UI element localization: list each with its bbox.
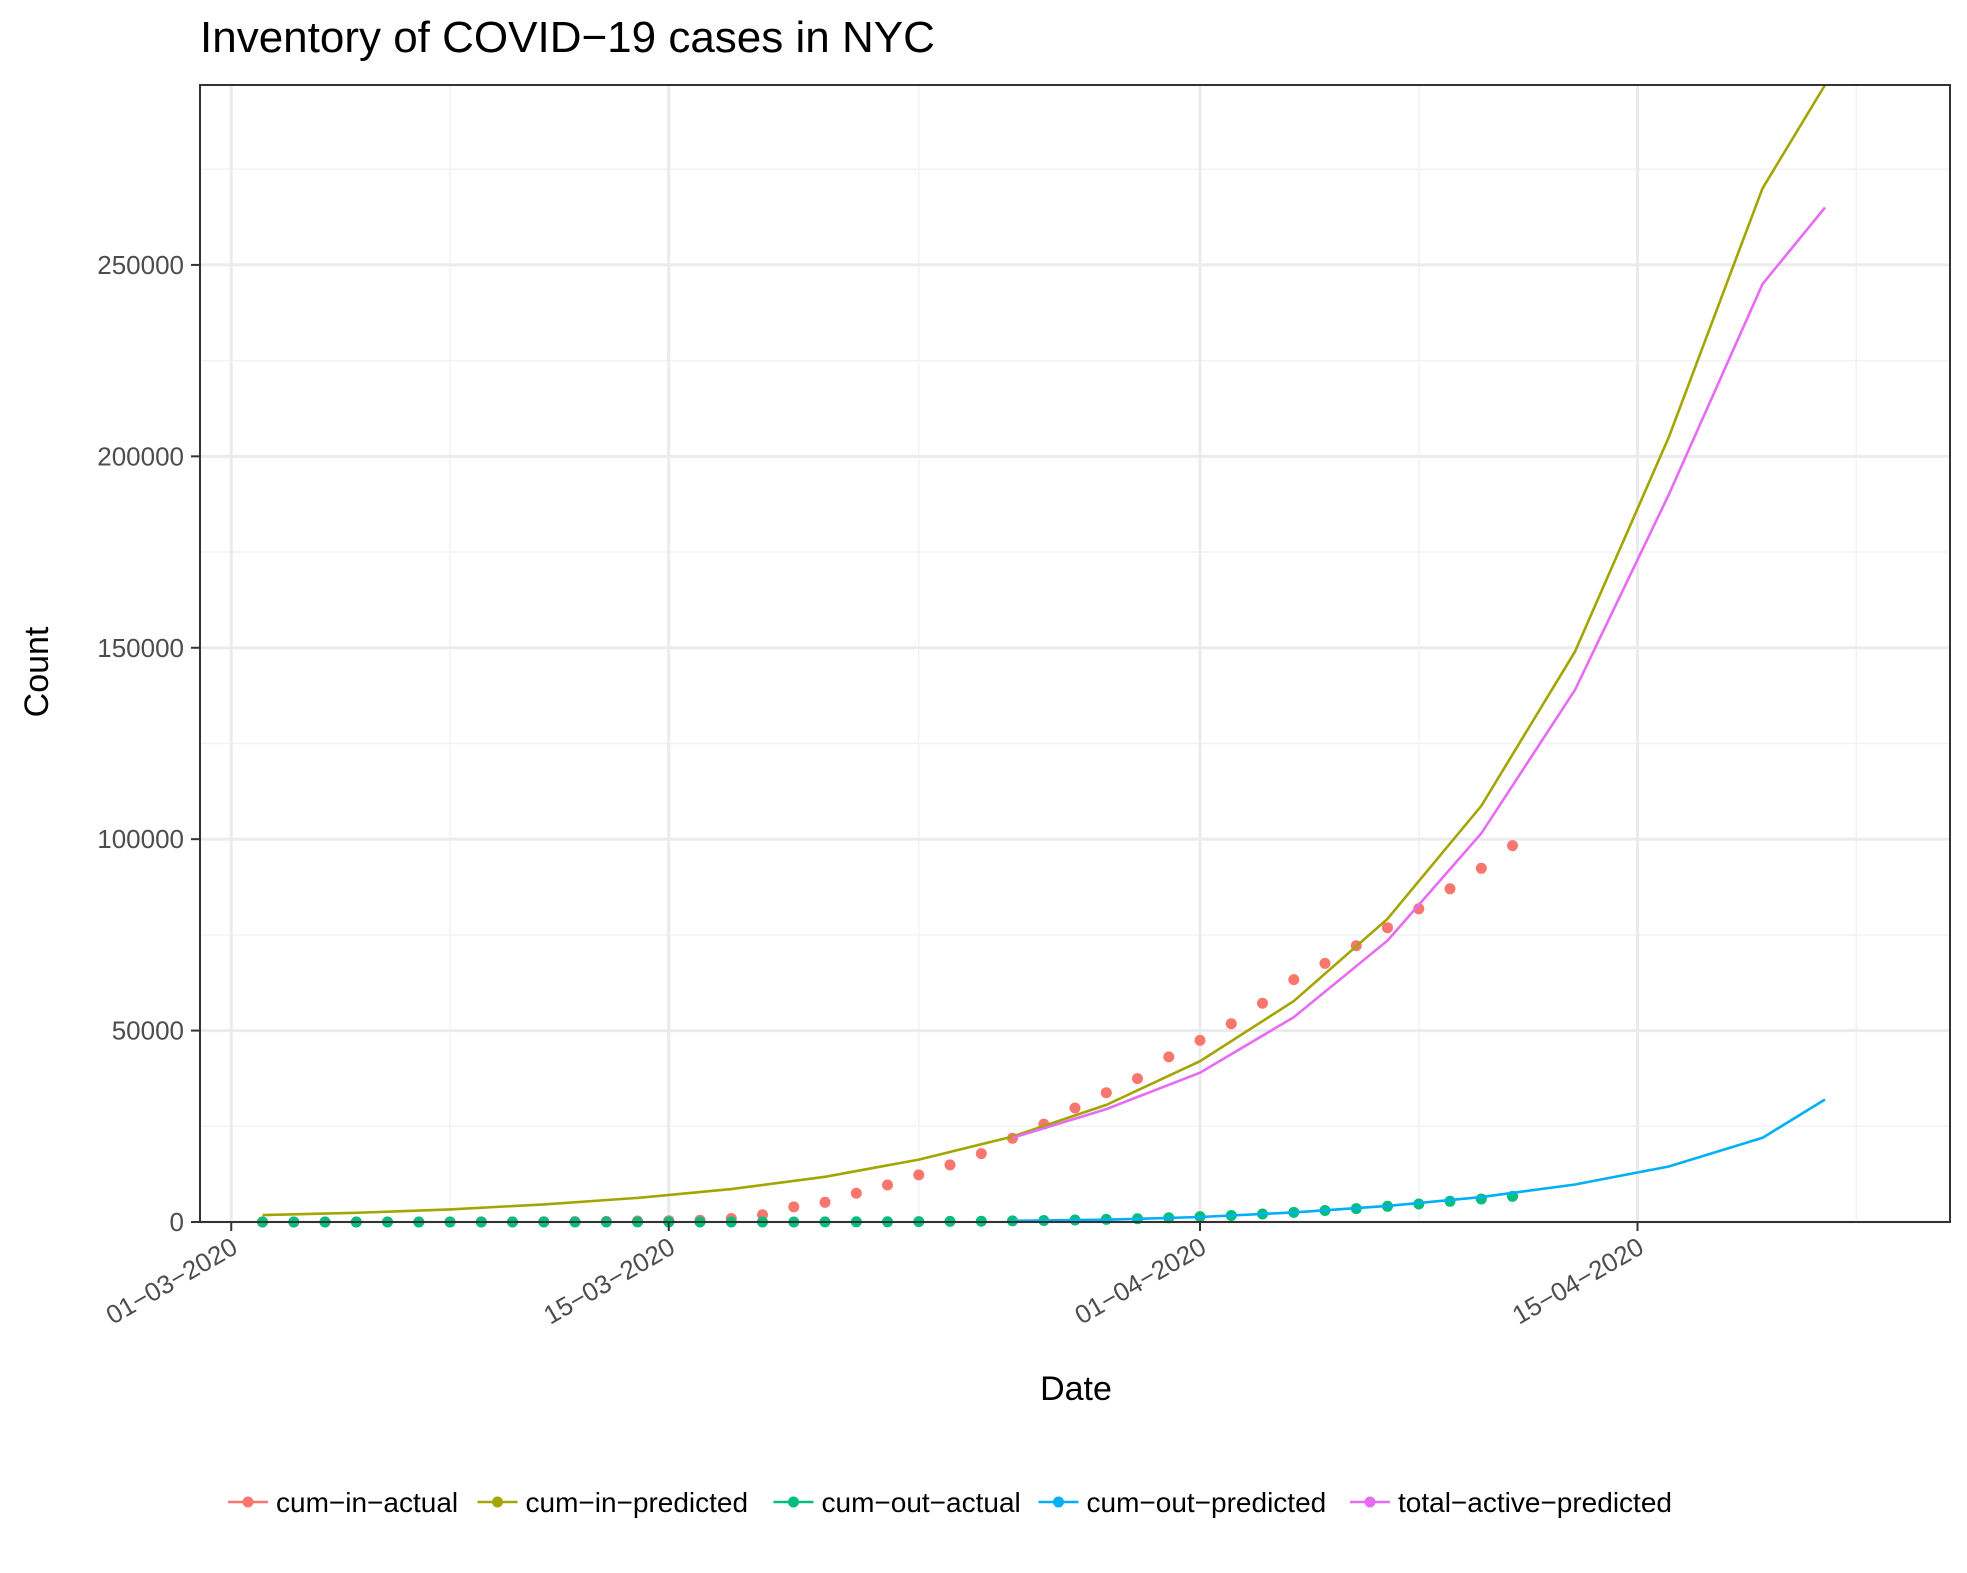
series-1 — [262, 84, 1827, 1217]
legend: cum−in−actual cum−in−predicted cum−out−act… — [228, 1487, 1672, 1518]
plot-panel — [199, 84, 1951, 1228]
legend-key-point-1 — [492, 1496, 503, 1508]
data-point-0-38 — [1444, 883, 1456, 895]
y-tick-label-1: 50000 — [112, 1016, 184, 1046]
data-point-0-23 — [975, 1148, 987, 1160]
legend-item-1: cum−in−predicted — [477, 1487, 749, 1518]
data-point-0-21 — [913, 1169, 925, 1181]
y-tick-label-2: 100000 — [97, 824, 184, 854]
y-tick-label-5: 250000 — [97, 250, 184, 280]
data-point-0-22 — [944, 1159, 956, 1171]
data-point-0-30 — [1194, 1034, 1206, 1046]
legend-key-point-3 — [1053, 1496, 1064, 1508]
legend-item-4: total−active−predicted — [1350, 1487, 1672, 1518]
data-point-0-28 — [1132, 1073, 1143, 1085]
data-point-0-17 — [788, 1201, 800, 1213]
data-point-0-29 — [1163, 1051, 1175, 1063]
y-tick-label-3: 150000 — [97, 633, 184, 663]
x-axis-title: Date — [1040, 1370, 1112, 1408]
y-axis: 0 50000 100000 150000 200000 250000 — [97, 250, 200, 1237]
y-tick-label-0: 0 — [170, 1207, 184, 1237]
grid-major — [200, 85, 1950, 1224]
y-axis-title: Count — [18, 626, 56, 717]
data-point-2-39 — [1475, 1193, 1487, 1205]
legend-key-point-2 — [788, 1496, 799, 1508]
data-point-0-19 — [850, 1187, 862, 1199]
data-point-0-39 — [1475, 862, 1487, 874]
data-point-0-40 — [1507, 840, 1518, 852]
legend-label-2: cum−out−actual — [822, 1487, 1021, 1518]
data-point-0-34 — [1319, 957, 1331, 969]
series-4 — [1012, 206, 1827, 1140]
legend-item-0: cum−in−actual — [228, 1487, 458, 1518]
grid-minor — [200, 85, 1950, 1222]
data-point-0-27 — [1100, 1087, 1112, 1099]
legend-label-0: cum−in−actual — [276, 1487, 458, 1518]
series-line-3 — [1012, 1098, 1826, 1223]
chart-title: Inventory of COVID−19 cases in NYC — [200, 13, 935, 62]
data-point-0-33 — [1288, 974, 1300, 986]
data-point-0-32 — [1257, 997, 1268, 1009]
series-line-4 — [1012, 206, 1827, 1140]
data-point-0-18 — [819, 1196, 831, 1208]
data-point-0-36 — [1382, 922, 1393, 934]
data-point-0-31 — [1225, 1018, 1237, 1030]
legend-label-1: cum−in−predicted — [526, 1487, 749, 1518]
series-line-1 — [262, 84, 1827, 1217]
y-tick-label-4: 200000 — [97, 441, 184, 471]
legend-key-point-4 — [1364, 1496, 1376, 1508]
legend-label-3: cum−out−predicted — [1087, 1487, 1327, 1518]
legend-item-2: cum−out−actual — [773, 1487, 1021, 1518]
data-point-0-20 — [882, 1179, 893, 1191]
legend-label-4: total−active−predicted — [1398, 1487, 1672, 1518]
legend-item-3: cum−out−predicted — [1038, 1487, 1327, 1518]
series-3 — [1012, 1098, 1826, 1223]
data-point-0-26 — [1069, 1102, 1081, 1114]
legend-key-point-0 — [242, 1496, 254, 1508]
panel-border — [199, 84, 1951, 1223]
